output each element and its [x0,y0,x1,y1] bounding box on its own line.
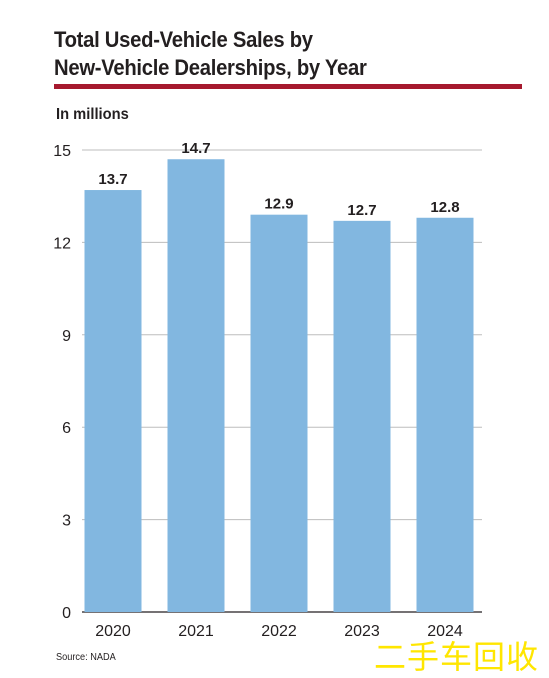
x-tick-labels: 2020 2021 2022 2023 2024 [95,623,463,640]
data-labels: 13.7 14.7 12.9 12.7 12.8 [98,140,459,219]
x-tick-label-2020: 2020 [95,623,131,640]
bar-2020 [84,190,142,613]
chart-title: Total Used-Vehicle Sales by New-Vehicle … [54,26,486,82]
x-tick-label-2021: 2021 [178,623,214,640]
data-label-2021: 14.7 [181,140,210,157]
bar-2024 [416,217,474,612]
data-label-2023: 12.7 [347,202,376,219]
y-tick-label-0: 0 [62,605,71,622]
data-label-2020: 13.7 [98,171,127,188]
source-note: Source: NADA [56,652,116,663]
y-tick-label-6: 6 [62,420,71,437]
title-line-1: Total Used-Vehicle Sales by [54,27,313,52]
title-line-2: New-Vehicle Dealerships, by Year [54,55,367,80]
y-tick-label-3: 3 [62,513,71,530]
bars [84,159,474,613]
y-tick-label-12: 12 [53,235,71,252]
data-label-2022: 12.9 [264,196,293,213]
bar-2021 [167,159,225,613]
x-tick-label-2022: 2022 [261,623,297,640]
x-tick-label-2024: 2024 [427,623,463,640]
y-tick-label-9: 9 [62,328,71,345]
y-axis-units-label: In millions [56,106,129,123]
x-tick-label-2023: 2023 [344,623,380,640]
watermark-text: 二手车回收 [374,638,540,676]
bar-2023 [333,220,391,612]
y-tick-labels: 0 3 6 9 12 15 [53,143,71,622]
y-tick-label-15: 15 [53,143,71,160]
title-rule [54,84,522,89]
bar-2022 [250,214,308,612]
data-label-2024: 12.8 [430,199,459,216]
